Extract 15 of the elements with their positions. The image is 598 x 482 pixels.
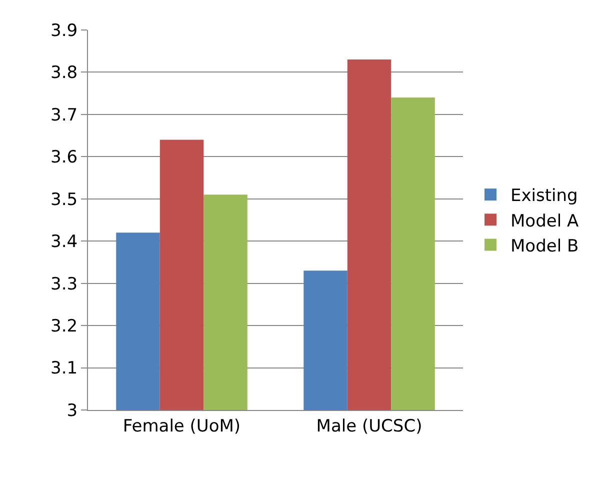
legend-label: Model B <box>510 236 579 256</box>
y-tick-label: 3.2 <box>50 316 78 337</box>
legend-label: Model A <box>510 211 579 232</box>
y-tick-label: 3.9 <box>50 20 78 41</box>
y-tick-label: 3.6 <box>50 148 78 168</box>
y-tick-label: 3.1 <box>50 358 78 379</box>
y-tick-label: 3 <box>66 400 78 421</box>
y-tick-label: 3.3 <box>50 274 78 294</box>
x-tick-label: Male (UCSC) <box>316 416 422 436</box>
legend-label: Existing <box>510 186 578 206</box>
y-tick-label: 3.7 <box>50 105 78 126</box>
y-tick-label: 3.5 <box>50 190 78 210</box>
y-tick-label: 3.4 <box>50 232 78 252</box>
x-tick-label: Female (UoM) <box>122 416 241 436</box>
y-tick-label: 3.8 <box>50 63 78 84</box>
